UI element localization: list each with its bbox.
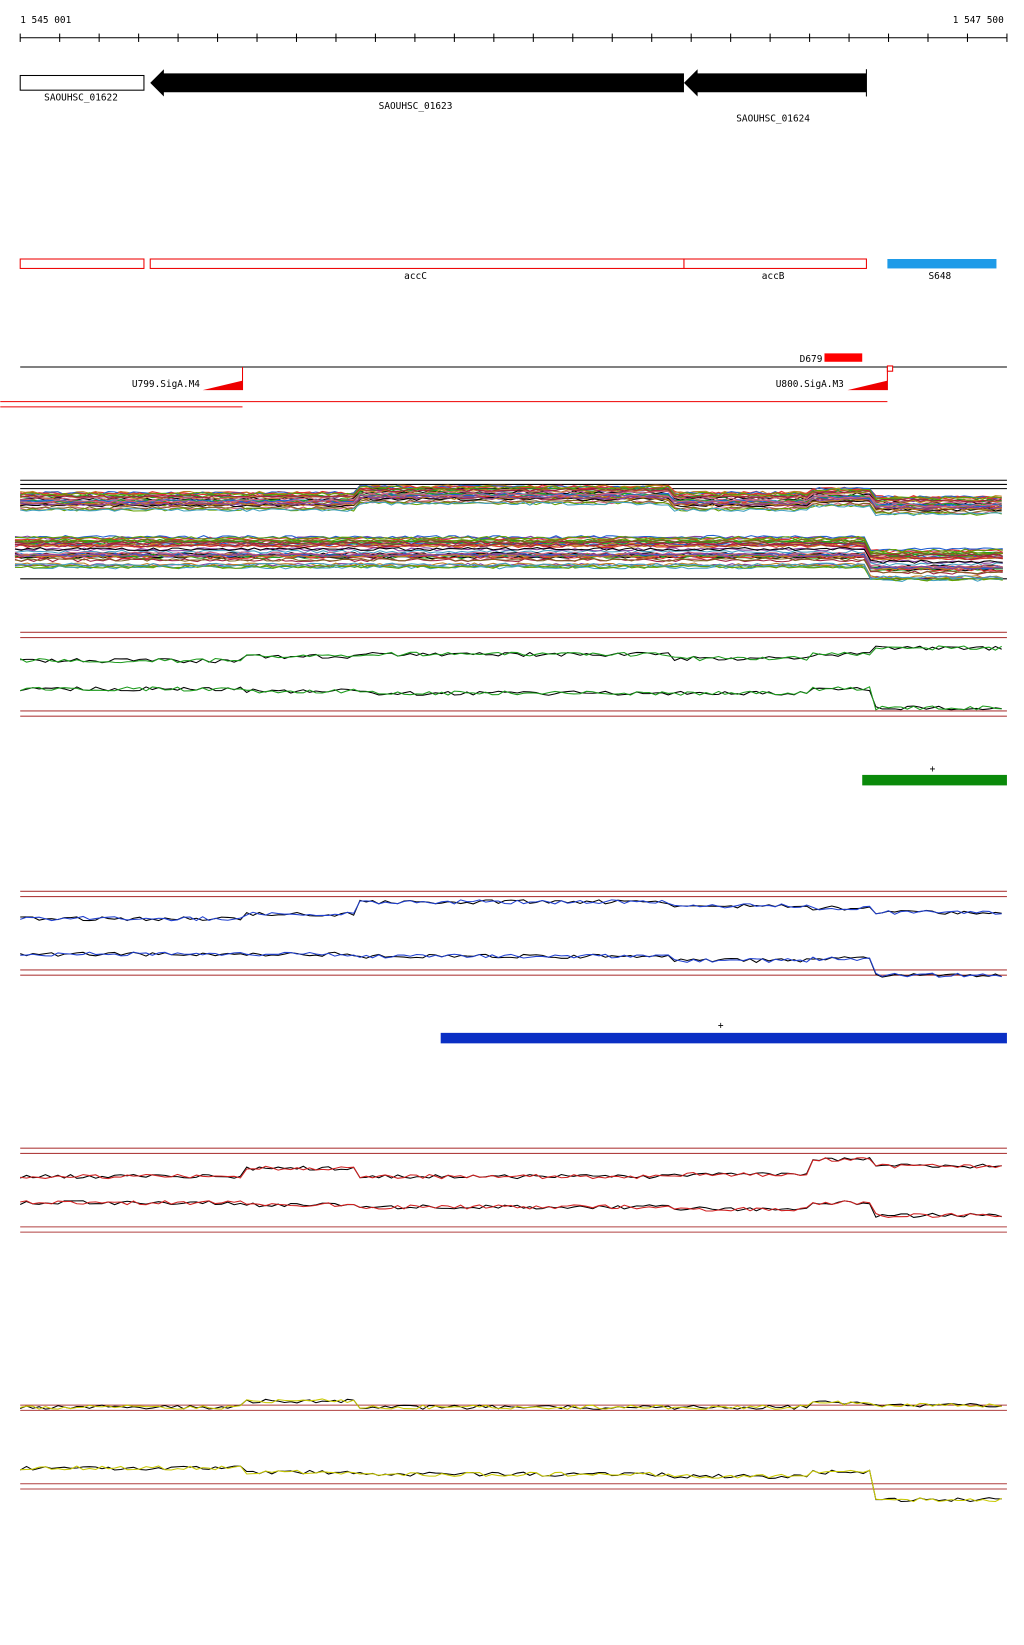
gene-label: SAOUHSC_01624 xyxy=(736,114,810,125)
ruler-start: 1 545 001 xyxy=(20,15,71,26)
ruler-end: 1 547 500 xyxy=(953,15,1004,26)
signal-line xyxy=(20,485,1002,501)
signal-line xyxy=(14,557,1003,575)
signal-line xyxy=(14,553,1003,571)
signal-line xyxy=(20,899,1002,922)
signal-line xyxy=(14,562,1003,580)
promoter-box xyxy=(886,365,894,372)
signal-line xyxy=(20,1398,1002,1410)
signal-line xyxy=(20,1157,1002,1180)
promoter xyxy=(202,380,243,391)
ruler-ticks xyxy=(19,33,1008,42)
annotation xyxy=(149,258,685,269)
promoter xyxy=(847,380,888,391)
gene xyxy=(19,74,145,91)
gene-label: SAOUHSC_01623 xyxy=(379,101,453,112)
segment xyxy=(440,1032,1007,1044)
segment xyxy=(862,774,1007,786)
signal-line xyxy=(14,543,1003,560)
signal-line xyxy=(20,1200,1002,1218)
signal-line xyxy=(14,553,1003,571)
annotation-label: accB xyxy=(762,271,785,282)
signal-tracks xyxy=(14,479,1007,1503)
feature-label: U799.SigA.M4 xyxy=(132,379,200,390)
signal-line xyxy=(20,1465,1002,1503)
signal-line xyxy=(14,538,1003,556)
signal-line xyxy=(14,535,1003,553)
signal-line xyxy=(20,496,1002,511)
gene xyxy=(150,69,684,97)
signal-line xyxy=(20,951,1002,978)
gene-label: SAOUHSC_01622 xyxy=(44,93,118,104)
signal-line xyxy=(20,951,1002,978)
gene xyxy=(683,69,867,97)
annotation xyxy=(683,258,867,269)
signal-line xyxy=(19,645,1002,664)
signal-line xyxy=(14,540,1003,558)
annotation xyxy=(887,259,997,269)
signal-line xyxy=(19,1200,1002,1218)
strand-label: + xyxy=(930,764,936,775)
signal-line xyxy=(20,1157,1002,1180)
feature-label: U800.SigA.M3 xyxy=(776,379,844,390)
annotation-label: accC xyxy=(404,271,427,282)
signal-line xyxy=(20,899,1002,922)
signal-line xyxy=(20,501,1002,517)
feature xyxy=(824,353,863,362)
annotation xyxy=(19,258,145,269)
signal-line xyxy=(14,552,1003,570)
signal-line xyxy=(20,686,1002,711)
annotation-label: S648 xyxy=(928,271,951,282)
signal-line xyxy=(14,547,1003,564)
signal-line xyxy=(14,565,1003,582)
signal-line xyxy=(14,564,1003,582)
signal-line xyxy=(14,554,1003,572)
feature-label: D679 xyxy=(800,354,823,365)
signal-line xyxy=(14,542,1003,560)
signal-line xyxy=(20,493,1002,508)
signal-line xyxy=(20,499,1002,514)
signal-line xyxy=(20,686,1002,711)
strand-label: + xyxy=(718,1021,724,1032)
